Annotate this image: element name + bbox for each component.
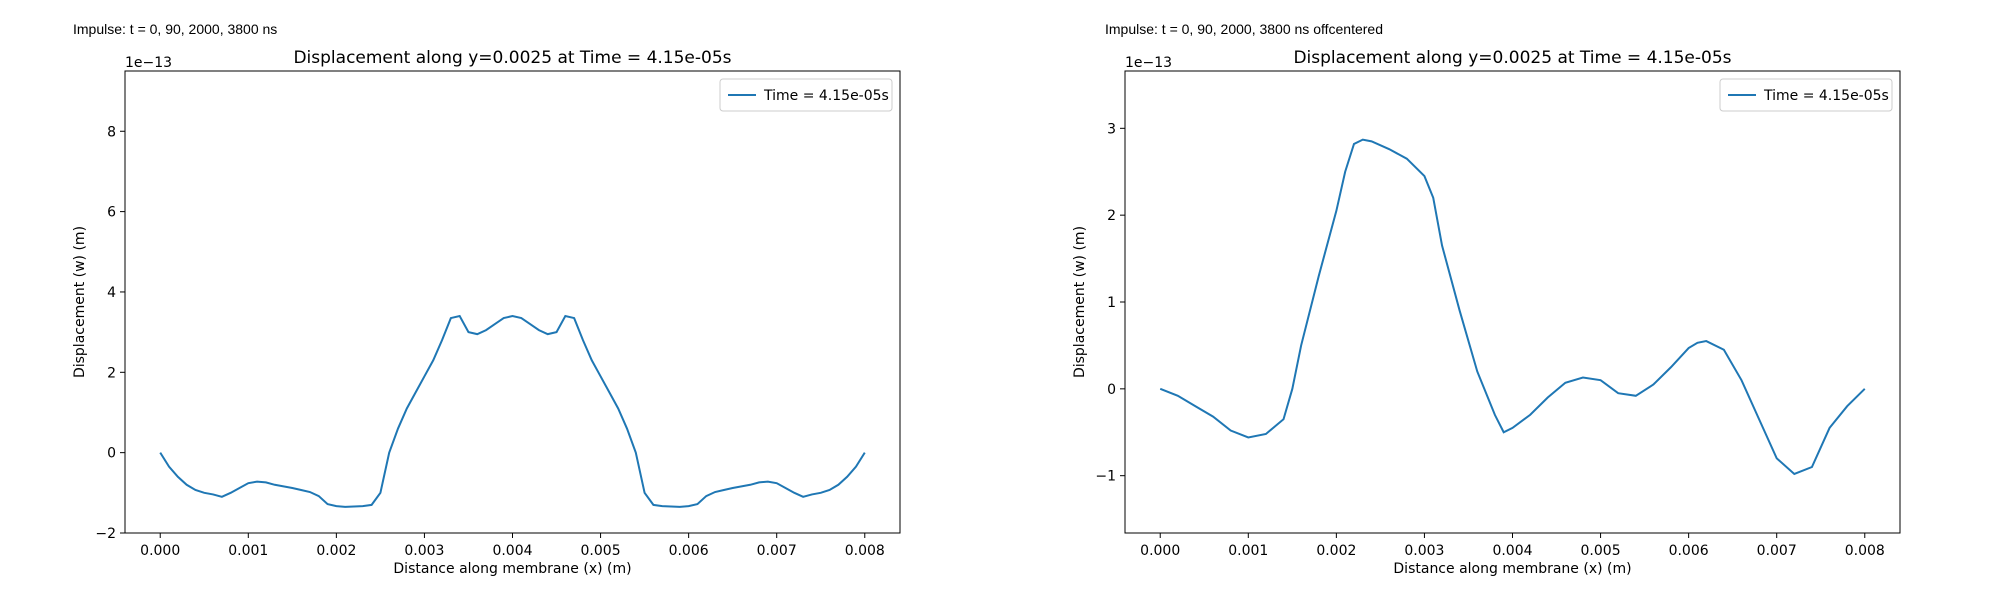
chart: Impulse: t = 0, 90, 2000, 3800 ns offcen… xyxy=(1072,21,1901,577)
y-tick-label: −1 xyxy=(1095,469,1116,485)
subtitle: Impulse: t = 0, 90, 2000, 3800 ns xyxy=(73,21,277,37)
line-series xyxy=(159,314,866,508)
y-offset-label: 1e−13 xyxy=(125,55,172,71)
y-tick-label: 2 xyxy=(107,365,116,381)
x-axis-label: Distance along membrane (x) (m) xyxy=(393,561,631,577)
x-tick-label: 0.004 xyxy=(1492,543,1532,559)
y-tick-label: 6 xyxy=(107,205,116,221)
y-tick-label: 8 xyxy=(107,124,116,140)
x-tick-label: 0.001 xyxy=(1228,543,1268,559)
line-series xyxy=(1159,138,1866,476)
y-tick-label: 4 xyxy=(107,285,116,301)
subtitle: Impulse: t = 0, 90, 2000, 3800 ns offcen… xyxy=(1105,21,1383,37)
legend-box xyxy=(1719,78,1893,112)
x-tick-label: 0.008 xyxy=(845,543,885,559)
x-tick-label: 0.006 xyxy=(1669,543,1709,559)
x-tick-label: 0.001 xyxy=(228,543,268,559)
y-offset-label: 1e−13 xyxy=(1125,55,1172,71)
x-tick-label: 0.002 xyxy=(1316,543,1356,559)
x-tick-label: 0.005 xyxy=(1581,543,1621,559)
x-tick-label: 0.004 xyxy=(492,543,532,559)
x-tick-label: 0.007 xyxy=(757,543,797,559)
legend-label: Time = 4.15e-05s xyxy=(763,88,889,104)
y-tick-label: 1 xyxy=(1107,295,1116,311)
chart-title: Displacement along y=0.0025 at Time = 4.… xyxy=(293,48,731,68)
x-tick-label: 0.000 xyxy=(1140,543,1180,559)
y-tick-label: 3 xyxy=(1107,121,1116,137)
x-tick-label: 0.003 xyxy=(1404,543,1444,559)
legend-box xyxy=(719,78,893,112)
x-tick-label: 0.002 xyxy=(316,543,356,559)
y-axis-label: Displacement (w) (m) xyxy=(1072,226,1088,378)
chart: Impulse: t = 0, 90, 2000, 3800 ns Displac… xyxy=(72,21,901,577)
y-tick-label: −2 xyxy=(95,526,116,542)
axes-frame xyxy=(124,70,901,534)
x-tick-label: 0.006 xyxy=(669,543,709,559)
y-tick-label: 0 xyxy=(107,446,116,462)
x-tick-label: 0.005 xyxy=(581,543,621,559)
y-tick-label: 2 xyxy=(1107,208,1116,224)
x-tick-label: 0.007 xyxy=(1757,543,1797,559)
x-tick-label: 0.000 xyxy=(140,543,180,559)
x-tick-label: 0.008 xyxy=(1845,543,1885,559)
axes-frame xyxy=(1124,70,1901,534)
y-axis-label: Displacement (w) (m) xyxy=(72,226,88,378)
chart-title: Displacement along y=0.0025 at Time = 4.… xyxy=(1293,48,1731,68)
legend-label: Time = 4.15e-05s xyxy=(1763,88,1889,104)
y-tick-label: 0 xyxy=(1107,382,1116,398)
x-tick-label: 0.003 xyxy=(404,543,444,559)
x-axis-label: Distance along membrane (x) (m) xyxy=(1393,561,1631,577)
